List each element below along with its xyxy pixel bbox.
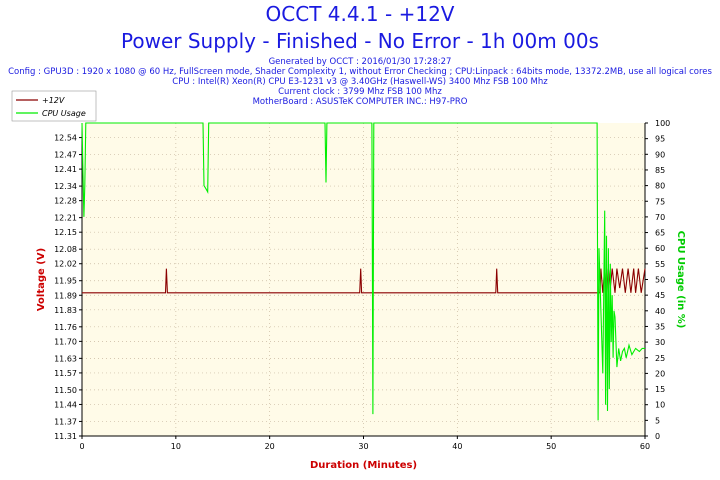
y2-tick-label: 75 <box>655 197 665 206</box>
y2-tick-label: 50 <box>655 276 665 285</box>
y-tick-label: 11.76 <box>54 323 77 332</box>
y-tick-label: 11.57 <box>54 369 77 378</box>
y2-tick-label: 80 <box>655 182 665 191</box>
y-tick-label: 11.83 <box>54 306 77 315</box>
chart-subtitle: Power Supply - Finished - No Error - 1h … <box>121 29 599 53</box>
y2-tick-label: 40 <box>655 307 665 316</box>
y-tick-label: 11.37 <box>54 417 77 426</box>
info-line-clock: Current clock : 3799 Mhz FSB 100 Mhz <box>278 87 442 97</box>
info-line-motherboard: MotherBoard : ASUSTeK COMPUTER INC.: H97… <box>252 97 468 107</box>
y2-tick-label: 15 <box>655 385 665 394</box>
y2-tick-label: 35 <box>655 322 665 331</box>
y-tick-label: 11.70 <box>54 337 77 346</box>
y-tick-label: 11.50 <box>54 386 77 395</box>
info-line-config: Config : GPU3D : 1920 x 1080 @ 60 Hz, Fu… <box>8 67 712 77</box>
y2-tick-label: 85 <box>655 166 665 175</box>
x-axis-label: Duration (Minutes) <box>310 460 417 471</box>
y2-tick-label: 100 <box>655 119 670 128</box>
y-tick-label: 12.02 <box>54 260 77 269</box>
y-tick-label: 12.21 <box>54 214 77 223</box>
y-tick-label: 12.47 <box>54 151 77 160</box>
x-tick-label: 30 <box>358 442 368 451</box>
y-tick-label: 12.54 <box>54 134 77 143</box>
legend-label: +12V <box>42 96 65 105</box>
y-tick-label: 11.89 <box>54 291 77 300</box>
legend-label: CPU Usage <box>42 109 86 118</box>
y-axis-label: Voltage (V) <box>36 248 47 311</box>
x-tick-label: 50 <box>546 442 556 451</box>
chart-title: OCCT 4.4.1 - +12V <box>265 2 455 26</box>
y2-tick-label: 5 <box>655 416 660 425</box>
y2-tick-label: 55 <box>655 260 665 269</box>
series-line-cpu-usage <box>81 122 645 421</box>
y-tick-label: 11.63 <box>54 354 77 363</box>
y2-tick-label: 95 <box>655 135 665 144</box>
y-tick-label: 11.44 <box>54 400 77 409</box>
y2-tick-label: 60 <box>655 244 665 253</box>
info-line-generated: Generated by OCCT : 2016/01/30 17:28:27 <box>268 57 452 67</box>
y-tick-label: 12.08 <box>54 245 77 254</box>
x-tick-label: 60 <box>640 442 650 451</box>
x-tick-label: 40 <box>452 442 462 451</box>
y-tick-label: 12.34 <box>54 182 77 191</box>
y2-tick-label: 30 <box>655 338 665 347</box>
x-tick-label: 10 <box>171 442 181 451</box>
y2-tick-label: 70 <box>655 213 665 222</box>
y-tick-label: 11.31 <box>54 432 77 441</box>
y2-axis-label: CPU Usage (in %) <box>675 231 686 329</box>
y2-tick-label: 90 <box>655 150 665 159</box>
y2-tick-label: 25 <box>655 354 665 363</box>
info-line-cpu: CPU : Intel(R) Xeon(R) CPU E3-1231 v3 @ … <box>172 77 548 87</box>
series-line-voltage <box>82 268 646 294</box>
y2-tick-label: 0 <box>655 432 660 441</box>
x-tick-label: 0 <box>79 442 84 451</box>
y-tick-label: 12.15 <box>54 228 77 237</box>
y-tick-label: 12.28 <box>54 197 77 206</box>
y2-tick-label: 10 <box>655 401 665 410</box>
y2-tick-label: 20 <box>655 369 665 378</box>
x-tick-label: 20 <box>265 442 275 451</box>
y2-tick-label: 45 <box>655 291 665 300</box>
y-tick-label: 12.41 <box>54 165 77 174</box>
legend-box <box>11 90 97 122</box>
y-tick-label: 11.95 <box>54 277 77 286</box>
y2-tick-label: 65 <box>655 229 665 238</box>
